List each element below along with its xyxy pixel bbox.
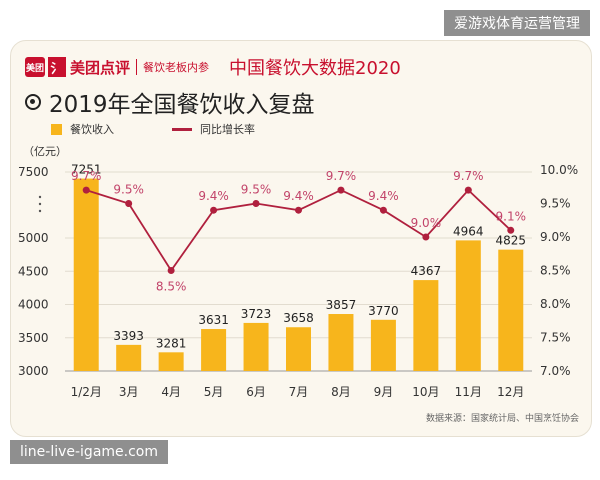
bar bbox=[370, 319, 396, 371]
bar bbox=[201, 329, 227, 371]
growth-rate-label: 9.7% bbox=[326, 169, 357, 183]
chart-title: 2019年全国餐饮收入复盘 bbox=[49, 92, 315, 118]
growth-rate-label: 9.4% bbox=[283, 189, 314, 203]
bar-value-label: 4825 bbox=[495, 234, 526, 248]
growth-rate-point bbox=[379, 206, 387, 214]
x-tick-label: 1/2月 bbox=[71, 385, 102, 399]
bar-value-label: 3393 bbox=[113, 329, 144, 343]
bar-value-label: 4367 bbox=[411, 264, 442, 278]
growth-rate-label: 9.1% bbox=[496, 209, 527, 223]
y-left-tick-label: 7500 bbox=[18, 165, 49, 179]
bar bbox=[116, 344, 142, 371]
growth-rate-label: 9.5% bbox=[113, 183, 144, 197]
y-right-tick-label: 9.0% bbox=[540, 230, 571, 244]
y-left-tick-label: 4000 bbox=[18, 298, 49, 312]
growth-rate-label: 8.5% bbox=[156, 280, 187, 294]
bar bbox=[498, 249, 524, 371]
x-tick-label: 7月 bbox=[289, 385, 309, 399]
x-tick-label: 4月 bbox=[161, 385, 181, 399]
brand-subtitle: 餐饮老板内参 bbox=[143, 61, 210, 74]
x-tick-label: 9月 bbox=[374, 385, 394, 399]
y-right-tick-label: 8.5% bbox=[540, 264, 571, 278]
meituan-logo: 美团 bbox=[25, 57, 45, 77]
y-right-tick-label: 7.0% bbox=[540, 364, 571, 378]
y-left-tick-label: 4500 bbox=[18, 264, 49, 278]
y-right-tick-label: 8.0% bbox=[540, 297, 571, 311]
x-tick-label: 3月 bbox=[119, 385, 139, 399]
bar-value-label: 7251 bbox=[71, 163, 102, 177]
axis-break-dot bbox=[38, 209, 42, 213]
growth-rate-label: 9.7% bbox=[453, 169, 484, 183]
y-right-tick-label: 7.5% bbox=[540, 331, 571, 345]
y-left-tick-label: 3000 bbox=[18, 364, 49, 378]
growth-rate-label: 9.0% bbox=[411, 216, 442, 230]
brand-divider bbox=[136, 59, 138, 75]
legend: 餐饮收入 同比增长率 bbox=[51, 121, 255, 137]
growth-rate-point bbox=[464, 186, 472, 194]
bar bbox=[413, 280, 439, 371]
axis-break-dot bbox=[38, 202, 42, 206]
bar-value-label: 3631 bbox=[198, 313, 229, 327]
bar bbox=[73, 178, 99, 371]
bar bbox=[328, 314, 354, 371]
y-left-tick-label: 3500 bbox=[18, 331, 49, 345]
bar bbox=[243, 322, 269, 371]
growth-rate-point bbox=[337, 186, 345, 194]
growth-rate-label: 9.7% bbox=[71, 169, 102, 183]
x-tick-label: 12月 bbox=[497, 385, 524, 399]
brand-name: 美团点评 bbox=[70, 58, 131, 77]
growth-rate-point bbox=[507, 226, 515, 234]
bar-value-label: 3770 bbox=[368, 304, 399, 318]
growth-rate-point bbox=[82, 186, 90, 194]
growth-rate-label: 9.4% bbox=[198, 189, 229, 203]
data-source: 数据来源：国家统计局、中国烹饪协会 bbox=[425, 414, 579, 424]
brand-row: 美团 氵 美团点评 餐饮老板内参 中国餐饮大数据2020 bbox=[25, 55, 401, 79]
bar-value-label: 3658 bbox=[283, 311, 314, 325]
watermark-top: 爱游戏体育运营管理 bbox=[444, 10, 590, 36]
growth-rate-point bbox=[252, 200, 260, 207]
bar bbox=[286, 327, 311, 371]
y-right-tick-label: 10.0% bbox=[540, 163, 578, 177]
legend-line-swatch bbox=[172, 127, 192, 131]
legend-bar-label: 餐饮收入 bbox=[70, 123, 114, 136]
x-tick-label: 8月 bbox=[331, 385, 351, 399]
y-axis-unit: （亿元） bbox=[23, 145, 67, 158]
bar-value-label: 3857 bbox=[326, 298, 357, 312]
bar bbox=[158, 352, 184, 371]
growth-rate-point bbox=[167, 267, 175, 274]
watermark-bottom: line-live-igame.com bbox=[10, 440, 169, 464]
legend-line-label: 同比增长率 bbox=[200, 123, 255, 136]
bar-value-label: 3281 bbox=[156, 336, 187, 350]
chart-title-row: 2019年全国餐饮收入复盘 bbox=[25, 85, 315, 119]
target-circle-icon bbox=[25, 94, 41, 110]
growth-rate-point bbox=[295, 206, 302, 214]
dianping-logo-icon: 氵 bbox=[48, 57, 66, 77]
growth-rate-point bbox=[422, 233, 430, 241]
growth-rate-point bbox=[125, 200, 133, 207]
bar-value-label: 3723 bbox=[241, 307, 272, 321]
header-title: 中国餐饮大数据2020 bbox=[229, 58, 401, 79]
bar-value-label: 4964 bbox=[453, 224, 484, 238]
legend-bar-swatch bbox=[51, 123, 62, 135]
growth-rate-point bbox=[210, 206, 218, 214]
x-tick-label: 10月 bbox=[412, 385, 439, 399]
axis-break-dot bbox=[38, 195, 42, 199]
y-right-tick-label: 9.5% bbox=[540, 197, 571, 211]
x-tick-label: 11月 bbox=[455, 385, 482, 399]
y-left-tick-label: 5000 bbox=[18, 231, 49, 245]
x-tick-label: 6月 bbox=[246, 385, 266, 399]
growth-rate-label: 9.5% bbox=[241, 183, 272, 197]
bar bbox=[455, 240, 481, 371]
x-tick-label: 5月 bbox=[204, 385, 224, 399]
growth-rate-label: 9.4% bbox=[368, 189, 399, 203]
